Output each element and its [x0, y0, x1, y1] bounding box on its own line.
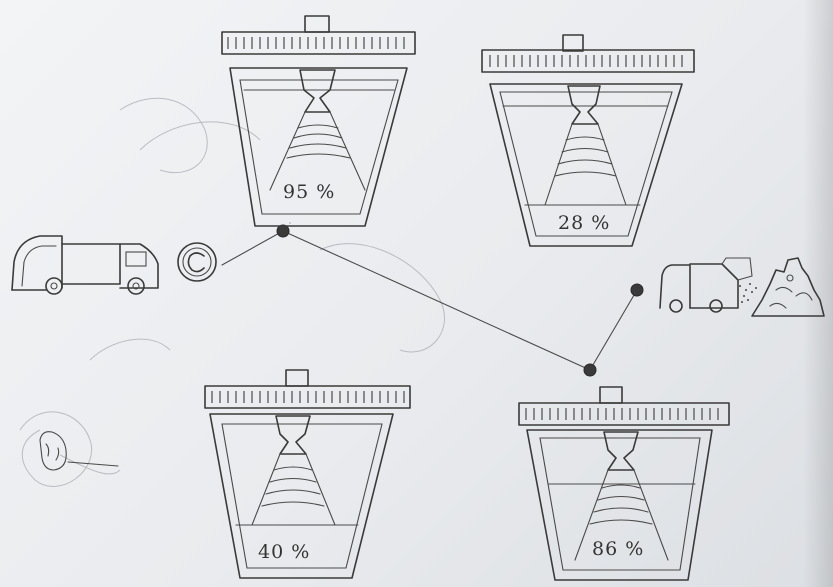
sensor-box	[285, 369, 309, 387]
debris-dots	[739, 283, 757, 303]
bin-body	[209, 413, 394, 579]
bin-top-left: 95 %	[221, 15, 416, 227]
bin-body	[526, 429, 713, 581]
garbage-truck-icon	[11, 235, 159, 295]
small-truck-icon	[659, 257, 757, 313]
network-nodes	[276, 224, 644, 377]
node-top-left	[276, 224, 290, 238]
fill-percentage-label: 28 %	[558, 212, 610, 234]
fill-percentage-label: 40 %	[258, 541, 310, 563]
sensor-box	[304, 15, 330, 33]
ultrasonic-sensor	[299, 69, 336, 113]
garbage-pile-icon	[751, 257, 825, 317]
bin-top-right: 28 %	[481, 34, 695, 247]
bin-lid	[518, 402, 730, 426]
fill-percentage-label: 86 %	[592, 538, 644, 560]
controller-icon	[177, 242, 217, 282]
bin-bottom-left: 40 %	[204, 369, 411, 579]
bin-lid	[481, 49, 695, 73]
fill-percentage-label: 95 %	[283, 181, 335, 203]
bin-bottom-right: 86 %	[518, 386, 730, 581]
network-links	[67, 222, 638, 467]
bin-lid	[221, 31, 416, 55]
node-center-right	[583, 363, 597, 377]
background-scribbles	[19, 97, 445, 487]
bin-lid	[204, 385, 411, 409]
sensor-box	[599, 386, 623, 404]
ultrasonic-sensor	[275, 415, 311, 455]
node-right	[630, 283, 644, 297]
sensor-box	[562, 34, 584, 52]
bin-body	[229, 67, 408, 227]
bin-body	[489, 83, 683, 247]
sketch-figure	[39, 431, 67, 471]
paper-shadow	[803, 0, 833, 587]
